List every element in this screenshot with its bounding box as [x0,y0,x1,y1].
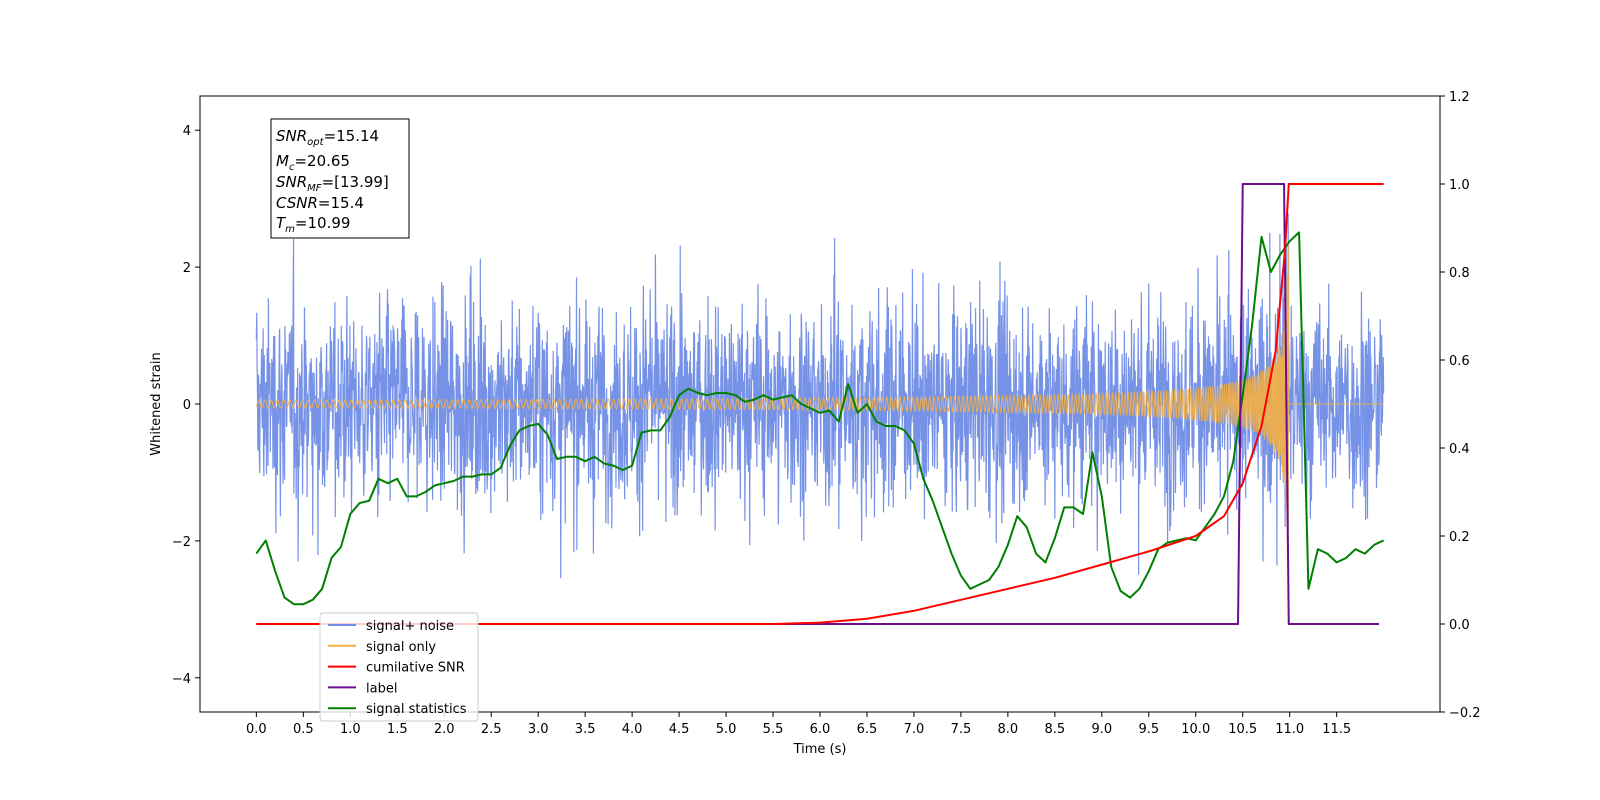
x-tick-label: 2.5 [481,722,502,737]
x-tick-label: 9.0 [1091,722,1112,737]
x-tick-label: 9.5 [1138,722,1159,737]
annotation-line: SNRopt=15.14 [276,127,379,148]
x-tick-label: 6.0 [810,722,831,737]
y2-tick-label: 0.6 [1449,354,1470,369]
y2-tick-label: 0.2 [1449,530,1470,545]
y2-tick-label: 0.4 [1449,442,1470,457]
x-tick-label: 7.5 [951,722,972,737]
x-tick-label: 0.5 [293,722,314,737]
y2-tick-label: 1.2 [1449,90,1470,105]
legend: signal+ noise signal only cumilative SNR la… [319,612,479,722]
annotation-line: SNRMF=[13.99] [276,173,389,194]
x-tick-label: 6.5 [857,722,878,737]
x-axis: 0.0 0.5 1.0 1.5 2.0 2.5 3.0 3.5 4.0 4.5 5.0 5.5 6.0 6… [246,712,1351,737]
y-axis-right: 1.2 1.0 0.8 0.6 0.4 0.2 0.0 −0.2 [1440,90,1481,721]
series-signal-statistics [255,231,1385,606]
x-tick-label: 11.0 [1275,722,1304,737]
x-tick-label: 1.5 [387,722,408,737]
x-tick-label: 3.5 [575,722,596,737]
annotation-line: Mc=20.65 [276,152,350,173]
legend-entry: label [366,681,397,696]
y-tick-label: 2 [183,261,191,276]
parameter-annotation: SNRopt=15.14 Mc=20.65SNRMF=[13.99]CSNR=15… [270,118,410,239]
y2-tick-label: 1.0 [1449,178,1470,193]
y2-tick-label: 0.8 [1449,266,1470,281]
x-tick-label: 0.0 [246,722,267,737]
x-tick-label: 4.0 [622,722,643,737]
x-tick-label: 2.0 [434,722,455,737]
series-cumulative-snr [256,183,1384,625]
y-tick-label: 4 [183,124,191,139]
x-tick-label: 7.0 [904,722,925,737]
x-tick-label: 10.5 [1228,722,1257,737]
series-label [256,183,1379,625]
y-tick-label: 0 [183,398,191,413]
x-tick-label: 10.0 [1181,722,1210,737]
annotation-box [270,118,410,239]
x-tick-label: 5.0 [716,722,737,737]
y2-tick-label: −0.2 [1449,706,1481,721]
legend-entry: cumilative SNR [366,661,465,676]
series-signal-plus-noise [255,213,1385,579]
x-tick-label: 5.5 [763,722,784,737]
series-signal-only [255,245,1384,540]
plot-area [255,183,1385,625]
legend-entry: signal+ noise [366,619,454,634]
y-axis-label: Whitened strain [149,352,164,455]
x-tick-label: 8.5 [1045,722,1066,737]
annotation-line: Tm=10.99 [276,214,350,235]
annotation-line: CSNR=15.4 [276,194,364,212]
y-tick-label: −2 [172,535,191,550]
x-tick-label: 11.5 [1322,722,1351,737]
legend-entry: signal only [366,640,436,655]
x-tick-label: 4.5 [669,722,690,737]
x-tick-label: 8.0 [998,722,1019,737]
x-axis-label: Time (s) [793,742,847,757]
x-tick-label: 3.0 [528,722,549,737]
y2-tick-label: 0.0 [1449,618,1470,633]
x-tick-label: 1.0 [340,722,361,737]
y-tick-label: −4 [172,672,191,687]
y-axis-left: 4 2 0 −2 −4 [172,124,200,687]
legend-box [319,612,479,722]
legend-entry: signal statistics [366,702,467,717]
